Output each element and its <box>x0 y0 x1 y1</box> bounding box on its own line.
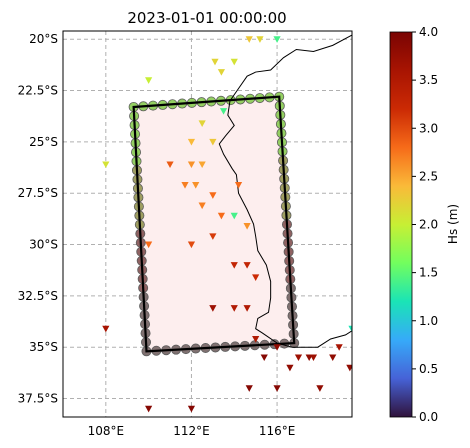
y-tick-label: 30°S <box>29 238 58 252</box>
station-marker <box>294 354 303 362</box>
station-marker <box>252 335 260 343</box>
station-marker <box>329 354 337 362</box>
station-marker <box>145 77 153 84</box>
station-marker <box>198 202 206 210</box>
station-marker <box>273 36 281 43</box>
station-marker <box>245 36 253 43</box>
colorbar-tick-label: 0.5 <box>419 362 438 376</box>
x-tick-label: 108°E <box>88 424 125 438</box>
station-marker <box>217 212 226 220</box>
station-marker <box>187 405 196 413</box>
station-marker <box>245 385 253 392</box>
colorbar-tick-label: 4.0 <box>419 25 438 39</box>
y-tick-label: 35°S <box>29 340 58 354</box>
colorbar-tick-label: 1.0 <box>419 314 438 328</box>
station-marker <box>187 138 196 146</box>
station-marker <box>102 161 110 169</box>
station-marker <box>145 405 153 413</box>
y-tick-label: 37.5°S <box>18 392 58 406</box>
station-markers <box>102 36 352 413</box>
station-marker <box>209 305 217 312</box>
y-tick-label: 27.5°S <box>18 186 58 200</box>
station-marker <box>256 36 264 43</box>
station-marker <box>192 181 200 189</box>
colorbar-tick-label: 2.0 <box>419 218 438 232</box>
station-marker <box>230 262 238 269</box>
colorbar-tick-label: 3.5 <box>419 73 438 87</box>
station-marker <box>273 385 281 392</box>
colorbar-gradient <box>389 31 413 418</box>
coastline-path <box>218 34 352 348</box>
station-marker <box>348 325 352 333</box>
station-marker <box>198 120 206 127</box>
colorbar-tick-label: 1.5 <box>419 266 438 280</box>
station-marker <box>145 241 153 249</box>
station-marker <box>346 364 352 372</box>
station-marker <box>234 181 243 189</box>
station-marker <box>335 344 343 351</box>
station-marker <box>219 108 228 115</box>
map-panel: 108°E 112°E 116°E 20°S 22.5°S 25°S 27.5°S 30°S… <box>18 30 353 438</box>
colorbar-ticks: 0.0 0.5 1.0 1.5 2.0 2.5 3.0 3.5 4.0 <box>412 25 438 424</box>
station-marker <box>181 181 189 189</box>
station-marker <box>243 262 251 269</box>
station-marker <box>209 192 217 199</box>
station-marker <box>166 161 174 169</box>
station-marker <box>309 354 318 362</box>
colorbar-label: Hs (m) <box>446 204 460 244</box>
station-marker <box>198 161 206 169</box>
station-marker <box>217 69 226 76</box>
station-marker <box>273 344 281 351</box>
chart-title: 2023-01-01 00:00:00 <box>127 9 286 27</box>
station-marker <box>286 364 294 372</box>
domain-fill <box>133 96 295 352</box>
map-frame <box>62 30 353 418</box>
station-marker <box>230 305 238 312</box>
station-marker <box>243 223 251 230</box>
station-marker <box>187 241 196 249</box>
station-marker <box>187 161 196 169</box>
y-tick-label: 22.5°S <box>18 84 58 98</box>
station-marker <box>102 325 110 333</box>
station-marker <box>209 233 217 240</box>
station-marker <box>209 138 217 146</box>
x-tick-label: 116°E <box>259 424 296 438</box>
y-tick-label: 25°S <box>29 135 58 149</box>
colorbar: 0.0 0.5 1.0 1.5 2.0 2.5 3.0 3.5 4.0 Hs (m) <box>389 25 460 424</box>
station-marker <box>252 274 260 281</box>
x-axis-ticks: 108°E 112°E 116°E <box>88 424 296 438</box>
station-marker <box>211 58 219 66</box>
y-tick-label: 32.5°S <box>18 289 58 303</box>
colorbar-tick-label: 3.0 <box>419 121 438 135</box>
station-marker <box>316 385 324 392</box>
station-marker <box>230 212 238 220</box>
colorbar-tick-label: 0.0 <box>419 410 438 424</box>
colorbar-tick-label: 2.5 <box>419 169 438 183</box>
model-domain <box>128 91 300 357</box>
y-axis-ticks: 20°S 22.5°S 25°S 27.5°S 30°S 32.5°S 35°S 37.5°S <box>18 32 58 405</box>
station-marker <box>260 354 268 362</box>
station-marker <box>243 305 251 312</box>
x-tick-label: 112°E <box>173 424 210 438</box>
coastline <box>218 34 352 348</box>
y-tick-label: 20°S <box>29 32 58 46</box>
station-marker <box>230 58 238 66</box>
